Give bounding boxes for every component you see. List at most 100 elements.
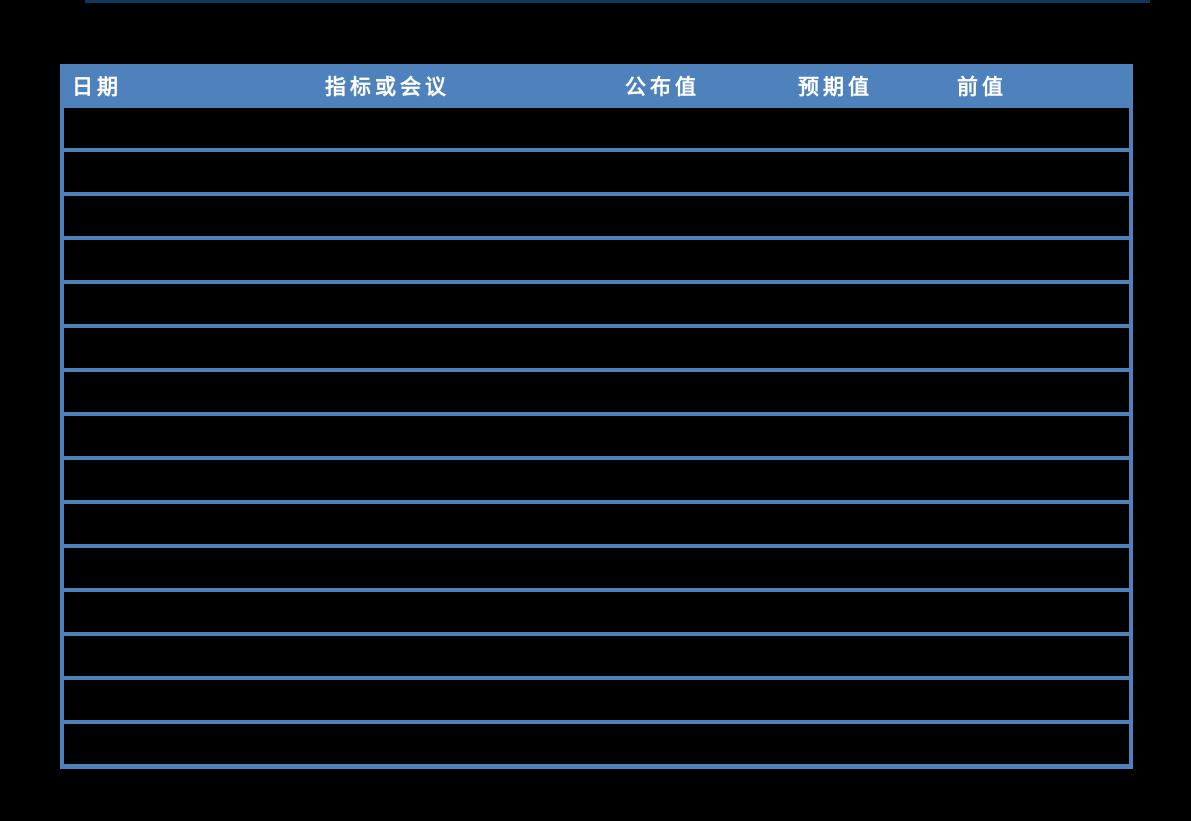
table-cell — [325, 108, 625, 148]
table-cell — [625, 196, 798, 236]
table-cell — [625, 372, 798, 412]
table-row — [64, 196, 1129, 240]
table-cell — [64, 460, 325, 500]
table-row — [64, 152, 1129, 196]
table-cell — [64, 196, 325, 236]
table-cell — [325, 196, 625, 236]
column-header-expected-value: 预期值 — [798, 75, 873, 99]
column-header-previous-value: 前值 — [957, 75, 1007, 99]
table-cell — [325, 416, 625, 456]
table-cell — [625, 240, 798, 280]
table-cell — [957, 504, 1129, 544]
table-cell — [957, 416, 1129, 456]
table-cell — [625, 548, 798, 588]
table-cell — [64, 372, 325, 412]
table-cell — [957, 548, 1129, 588]
table-cell — [325, 636, 625, 676]
table-cell — [957, 592, 1129, 632]
table-cell — [64, 416, 325, 456]
table-cell — [325, 372, 625, 412]
table-row — [64, 592, 1129, 636]
table-row — [64, 680, 1129, 724]
table-cell — [625, 680, 798, 720]
table-cell — [957, 108, 1129, 148]
table-cell — [625, 724, 798, 764]
table-cell — [64, 504, 325, 544]
table-cell — [957, 680, 1129, 720]
table-cell — [957, 460, 1129, 500]
table-cell — [798, 460, 957, 500]
table-cell — [798, 372, 957, 412]
table-cell — [957, 152, 1129, 192]
top-rule-divider — [85, 0, 1150, 3]
table-cell — [325, 504, 625, 544]
table-row — [64, 504, 1129, 548]
table-cell — [64, 680, 325, 720]
column-header-indicator-or-meeting: 指标或会议 — [325, 75, 450, 99]
table-cell — [798, 504, 957, 544]
table-cell — [798, 328, 957, 368]
table-cell — [798, 152, 957, 192]
table-row — [64, 416, 1129, 460]
table-cell — [798, 636, 957, 676]
table-cell — [625, 592, 798, 632]
table-cell — [798, 724, 957, 764]
table-row — [64, 724, 1129, 764]
table-cell — [625, 328, 798, 368]
table-cell — [798, 548, 957, 588]
table-cell — [625, 636, 798, 676]
table-cell — [325, 284, 625, 324]
table-cell — [325, 724, 625, 764]
table-cell — [625, 504, 798, 544]
table-cell — [64, 328, 325, 368]
table-cell — [64, 108, 325, 148]
table-cell — [625, 416, 798, 456]
table-cell — [625, 108, 798, 148]
column-header-published-value: 公布值 — [625, 75, 700, 99]
table-row — [64, 108, 1129, 152]
table-cell — [625, 284, 798, 324]
table-cell — [798, 240, 957, 280]
table-cell — [957, 240, 1129, 280]
table-cell — [325, 328, 625, 368]
table-cell — [957, 284, 1129, 324]
table-cell — [64, 636, 325, 676]
column-header-date: 日期 — [72, 75, 122, 99]
economic-calendar-table: 日期 指标或会议 公布值 预期值 前值 — [60, 64, 1133, 769]
table-row — [64, 460, 1129, 504]
table-cell — [64, 152, 325, 192]
table-cell — [325, 460, 625, 500]
table-header-row: 日期 指标或会议 公布值 预期值 前值 — [64, 64, 1129, 108]
table-row — [64, 284, 1129, 328]
table-row — [64, 240, 1129, 284]
table-cell — [957, 636, 1129, 676]
table-cell — [798, 416, 957, 456]
table-cell — [798, 284, 957, 324]
table-row — [64, 636, 1129, 680]
table-cell — [64, 724, 325, 764]
table-cell — [798, 196, 957, 236]
table-row — [64, 548, 1129, 592]
table-cell — [957, 328, 1129, 368]
table-cell — [798, 592, 957, 632]
table-cell — [64, 284, 325, 324]
table-cell — [325, 592, 625, 632]
table-cell — [325, 240, 625, 280]
table-cell — [957, 196, 1129, 236]
table-row — [64, 372, 1129, 416]
table-cell — [64, 548, 325, 588]
table-cell — [957, 724, 1129, 764]
table-cell — [325, 152, 625, 192]
table-cell — [64, 592, 325, 632]
table-cell — [798, 108, 957, 148]
table-cell — [798, 680, 957, 720]
table-cell — [325, 680, 625, 720]
table-cell — [64, 240, 325, 280]
table-cell — [957, 372, 1129, 412]
table-cell — [325, 548, 625, 588]
table-cell — [625, 460, 798, 500]
table-row — [64, 328, 1129, 372]
table-body — [64, 108, 1129, 764]
table-cell — [625, 152, 798, 192]
